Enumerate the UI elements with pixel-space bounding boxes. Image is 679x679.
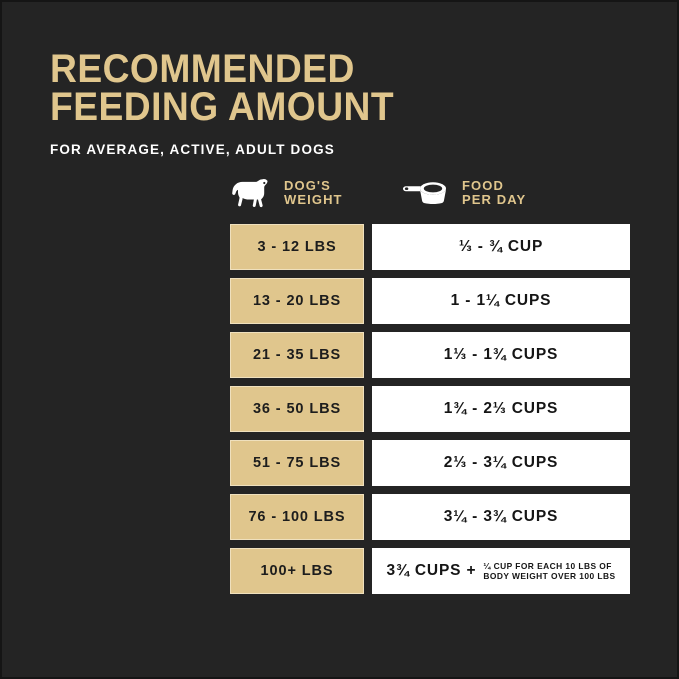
dog-icon: [230, 178, 274, 208]
heading-block: RECOMMENDED FEEDING AMOUNT FOR AVERAGE, …: [50, 47, 570, 157]
cell-food-amount: ⅓ - ¾ CUP: [372, 224, 630, 270]
cell-food-amount: 3¼ - 3¾ CUPS: [372, 494, 630, 540]
cell-food-amount: 3¾ CUPS + ¼ CUP FOR EACH 10 LBS OF BODY …: [372, 548, 630, 594]
feeding-table: DOG'S WEIGHT FOOD PER DAY 3 - 12 LBS: [230, 178, 630, 602]
cell-dog-weight: 3 - 12 LBS: [230, 224, 364, 270]
page-subtitle: FOR AVERAGE, ACTIVE, ADULT DOGS: [50, 142, 335, 157]
column-header-label-food-per-day: FOOD PER DAY: [462, 178, 527, 207]
table-row: 13 - 20 LBS 1 - 1¼ CUPS: [230, 278, 630, 324]
cell-gap: [364, 494, 372, 540]
page-title-line-1: RECOMMENDED: [50, 47, 355, 91]
table-header-row: DOG'S WEIGHT FOOD PER DAY: [230, 178, 630, 224]
table-row: 21 - 35 LBS 1⅓ - 1¾ CUPS: [230, 332, 630, 378]
cell-dog-weight: 51 - 75 LBS: [230, 440, 364, 486]
table-row: 36 - 50 LBS 1¾ - 2⅓ CUPS: [230, 386, 630, 432]
table-row: 51 - 75 LBS 2⅓ - 3¼ CUPS: [230, 440, 630, 486]
cell-food-amount: 1⅓ - 1¾ CUPS: [372, 332, 630, 378]
measuring-cup-icon: [400, 178, 452, 208]
column-header-label-dogs-weight: DOG'S WEIGHT: [284, 178, 343, 207]
column-header-food-per-day: FOOD PER DAY: [372, 178, 630, 208]
page-title-line-2: FEEDING AMOUNT: [50, 85, 395, 129]
cell-gap: [364, 278, 372, 324]
table-row: 3 - 12 LBS ⅓ - ¾ CUP: [230, 224, 630, 270]
cell-dog-weight: 36 - 50 LBS: [230, 386, 364, 432]
cell-gap: [364, 440, 372, 486]
cell-food-amount-note: ¼ CUP FOR EACH 10 LBS OF BODY WEIGHT OVE…: [483, 561, 616, 581]
cell-gap: [364, 332, 372, 378]
cell-dog-weight: 100+ LBS: [230, 548, 364, 594]
cell-gap: [364, 386, 372, 432]
column-header-dogs-weight: DOG'S WEIGHT: [230, 178, 372, 208]
cell-gap: [364, 224, 372, 270]
cell-food-amount: 2⅓ - 3¼ CUPS: [372, 440, 630, 486]
cell-dog-weight: 13 - 20 LBS: [230, 278, 364, 324]
cell-food-amount: 1¾ - 2⅓ CUPS: [372, 386, 630, 432]
cell-food-amount-main: 3¾ CUPS +: [386, 562, 477, 579]
table-row: 100+ LBS 3¾ CUPS + ¼ CUP FOR EACH 10 LBS…: [230, 548, 630, 594]
cell-gap: [364, 548, 372, 594]
cell-dog-weight: 76 - 100 LBS: [230, 494, 364, 540]
table-row: 76 - 100 LBS 3¼ - 3¾ CUPS: [230, 494, 630, 540]
cell-food-amount: 1 - 1¼ CUPS: [372, 278, 630, 324]
cell-dog-weight: 21 - 35 LBS: [230, 332, 364, 378]
